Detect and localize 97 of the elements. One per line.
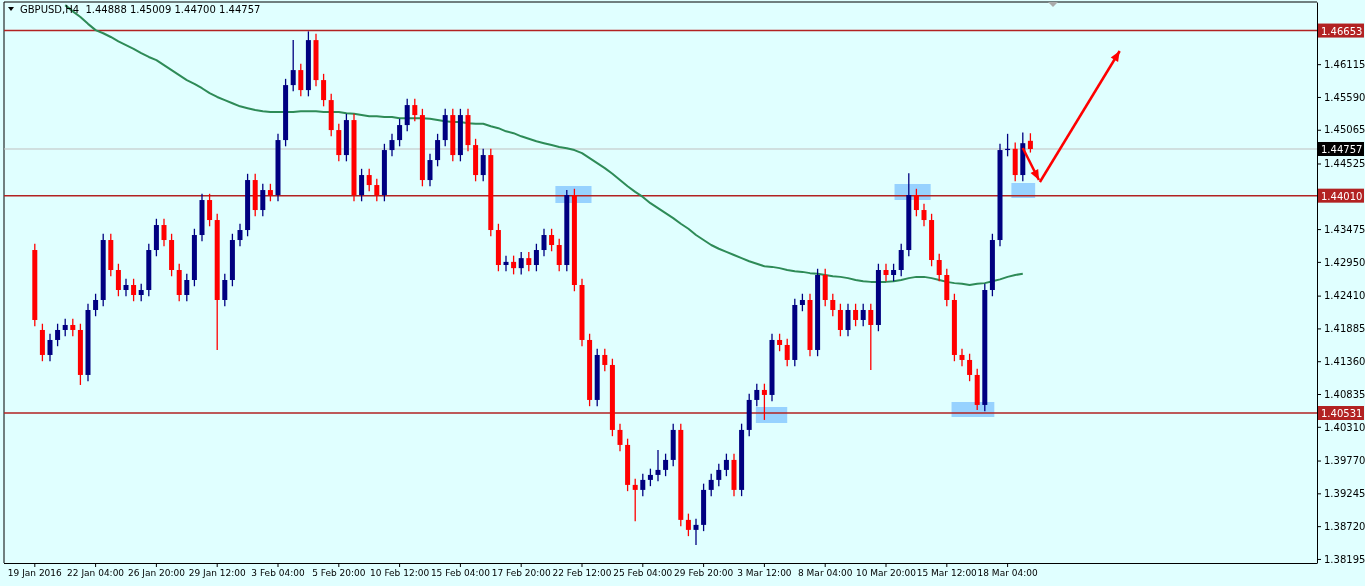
candlestick	[853, 303, 859, 327]
y-tick-label: 1.42410	[1324, 290, 1365, 302]
candlestick	[693, 517, 699, 546]
y-tick-label: 1.39245	[1324, 488, 1365, 500]
y-tick-label: 1.40835	[1324, 388, 1365, 400]
candlestick	[366, 168, 372, 192]
candlestick	[913, 188, 919, 217]
candlestick	[708, 473, 714, 497]
candlestick	[115, 263, 121, 297]
candlestick	[754, 383, 760, 407]
candlestick	[93, 293, 99, 317]
candlestick	[359, 168, 365, 202]
candlestick	[374, 178, 380, 202]
x-tick-label: 10 Mar 20:00	[855, 568, 917, 579]
candlestick	[435, 133, 441, 167]
x-tick-label: 25 Feb 04:00	[613, 568, 673, 579]
candlestick	[222, 273, 228, 307]
ref-line-label: 1.40531	[1321, 408, 1363, 419]
candlestick	[47, 333, 53, 362]
x-tick-label: 19 Jan 2016	[7, 568, 63, 579]
candlestick	[663, 453, 669, 477]
y-tick-label: 1.38720	[1324, 520, 1365, 532]
y-tick-label: 1.45065	[1324, 124, 1365, 136]
candlestick	[511, 254, 517, 276]
candlestick	[526, 251, 532, 272]
candlestick	[761, 383, 767, 421]
candlestick	[655, 449, 661, 482]
candlestick	[602, 348, 608, 372]
y-tick-label: 1.40310	[1324, 421, 1365, 433]
candlestick	[533, 243, 539, 272]
candlestick	[617, 423, 623, 452]
x-tick-label: 18 Mar 04:00	[977, 568, 1038, 579]
x-tick-label: 10 Feb 12:00	[370, 568, 430, 579]
candlestick	[503, 254, 509, 272]
ref-line-label: 1.44757	[1321, 144, 1363, 155]
candlestick	[632, 478, 638, 522]
candlestick	[845, 303, 851, 337]
candlestick	[131, 278, 137, 302]
candlestick	[161, 218, 167, 247]
x-tick-label: 29 Feb 20:00	[674, 568, 734, 579]
y-tick-label: 1.45590	[1324, 91, 1365, 103]
candlestick	[936, 253, 942, 282]
y-tick-label: 1.38195	[1324, 553, 1365, 565]
candlestick	[404, 98, 410, 132]
candlestick	[518, 251, 524, 276]
candlestick	[207, 193, 213, 227]
candlestick	[1027, 132, 1033, 154]
candlestick	[921, 203, 927, 227]
y-tick-label: 1.41360	[1324, 355, 1365, 367]
candlestick	[184, 273, 190, 302]
candlestick	[290, 39, 296, 92]
candlestick	[55, 323, 61, 347]
y-tick-label: 1.46115	[1324, 58, 1365, 70]
candlestick	[640, 473, 646, 497]
candlestick	[685, 513, 691, 537]
x-tick-label: 26 Jan 20:00	[127, 568, 186, 579]
ref-line-label: 1.46653	[1321, 25, 1363, 37]
x-tick-label: 29 Jan 12:00	[188, 568, 246, 579]
candlestick	[397, 118, 403, 147]
candlestick	[860, 303, 866, 327]
x-tick-label: 17 Feb 20:00	[491, 568, 551, 579]
x-tick-label: 15 Feb 04:00	[430, 568, 491, 579]
candlestick	[549, 228, 555, 252]
candlestick	[321, 73, 327, 107]
candlestick	[556, 238, 562, 272]
x-tick-label: 3 Feb 04:00	[251, 568, 305, 579]
candlestick	[389, 133, 395, 157]
candlestick	[716, 463, 722, 487]
x-tick-label: 22 Jan 04:00	[67, 568, 125, 579]
candlestick	[237, 223, 243, 247]
candlestick	[480, 148, 486, 182]
x-tick-label: 15 Mar 12:00	[916, 568, 978, 579]
candlestick	[541, 228, 547, 257]
y-tick-label: 1.43475	[1324, 223, 1365, 235]
candlestick	[898, 243, 904, 277]
candlestick	[868, 303, 874, 371]
candlestick	[427, 153, 433, 187]
x-tick-label: 8 Mar 04:00	[798, 568, 853, 579]
candlestick	[837, 303, 843, 337]
candlestick	[967, 353, 973, 382]
candlestick	[784, 338, 790, 367]
ref-line-label: 1.44010	[1321, 190, 1363, 202]
candlestick	[723, 453, 729, 477]
x-tick-label: 22 Feb 12:00	[552, 568, 612, 579]
y-tick-label: 1.42950	[1324, 256, 1365, 268]
y-tick-label: 1.41885	[1324, 323, 1365, 335]
y-tick-label: 1.39770	[1324, 455, 1365, 467]
y-tick-label: 1.44525	[1324, 158, 1365, 170]
candlestick	[298, 63, 304, 97]
candlestick	[412, 98, 418, 122]
candlestick	[959, 348, 965, 367]
candlestick	[123, 278, 129, 297]
candlestick	[883, 263, 889, 282]
candlestick	[830, 293, 836, 317]
x-tick-label: 3 Mar 12:00	[737, 568, 792, 579]
x-tick-label: 5 Feb 20:00	[312, 568, 366, 579]
candlestick	[260, 183, 266, 217]
